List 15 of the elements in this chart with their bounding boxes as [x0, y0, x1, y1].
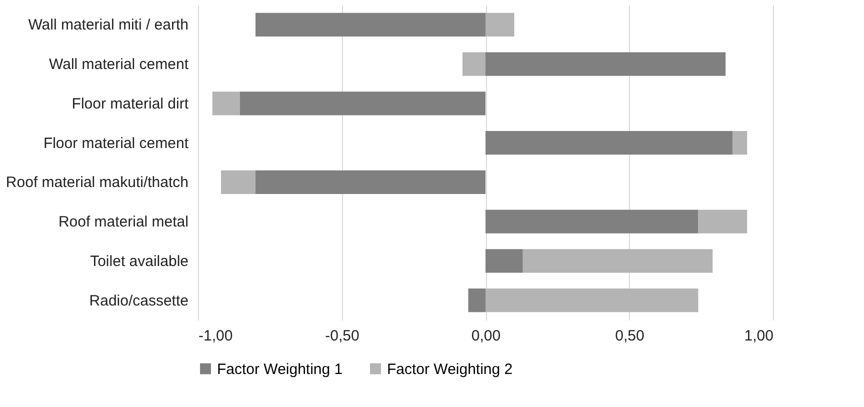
y-tick-label: Wall material miti / earth — [28, 16, 188, 34]
x-tick-label: -0,50 — [325, 328, 360, 344]
legend-label: Factor Weighting 1 — [217, 360, 343, 378]
y-tick-label: Floor material dirt — [72, 95, 190, 112]
x-tick-label: -1,00 — [198, 328, 233, 344]
y-tick-label: Wall material cement — [49, 56, 190, 74]
x-tick-label: 0,00 — [471, 328, 501, 344]
y-tick-label: Radio/cassette — [89, 292, 188, 310]
x-tick-label: 0,50 — [615, 328, 644, 344]
y-tick-label: Toilet available — [90, 252, 188, 270]
legend-label: Factor Weighting 2 — [387, 360, 513, 378]
y-tick-label: Floor material cement — [43, 134, 190, 152]
y-tick-label: Roof material metal — [58, 214, 188, 231]
y-tick-label: Roof material makuti/thatch — [6, 174, 188, 192]
x-tick-label: 1,00 — [744, 328, 774, 344]
